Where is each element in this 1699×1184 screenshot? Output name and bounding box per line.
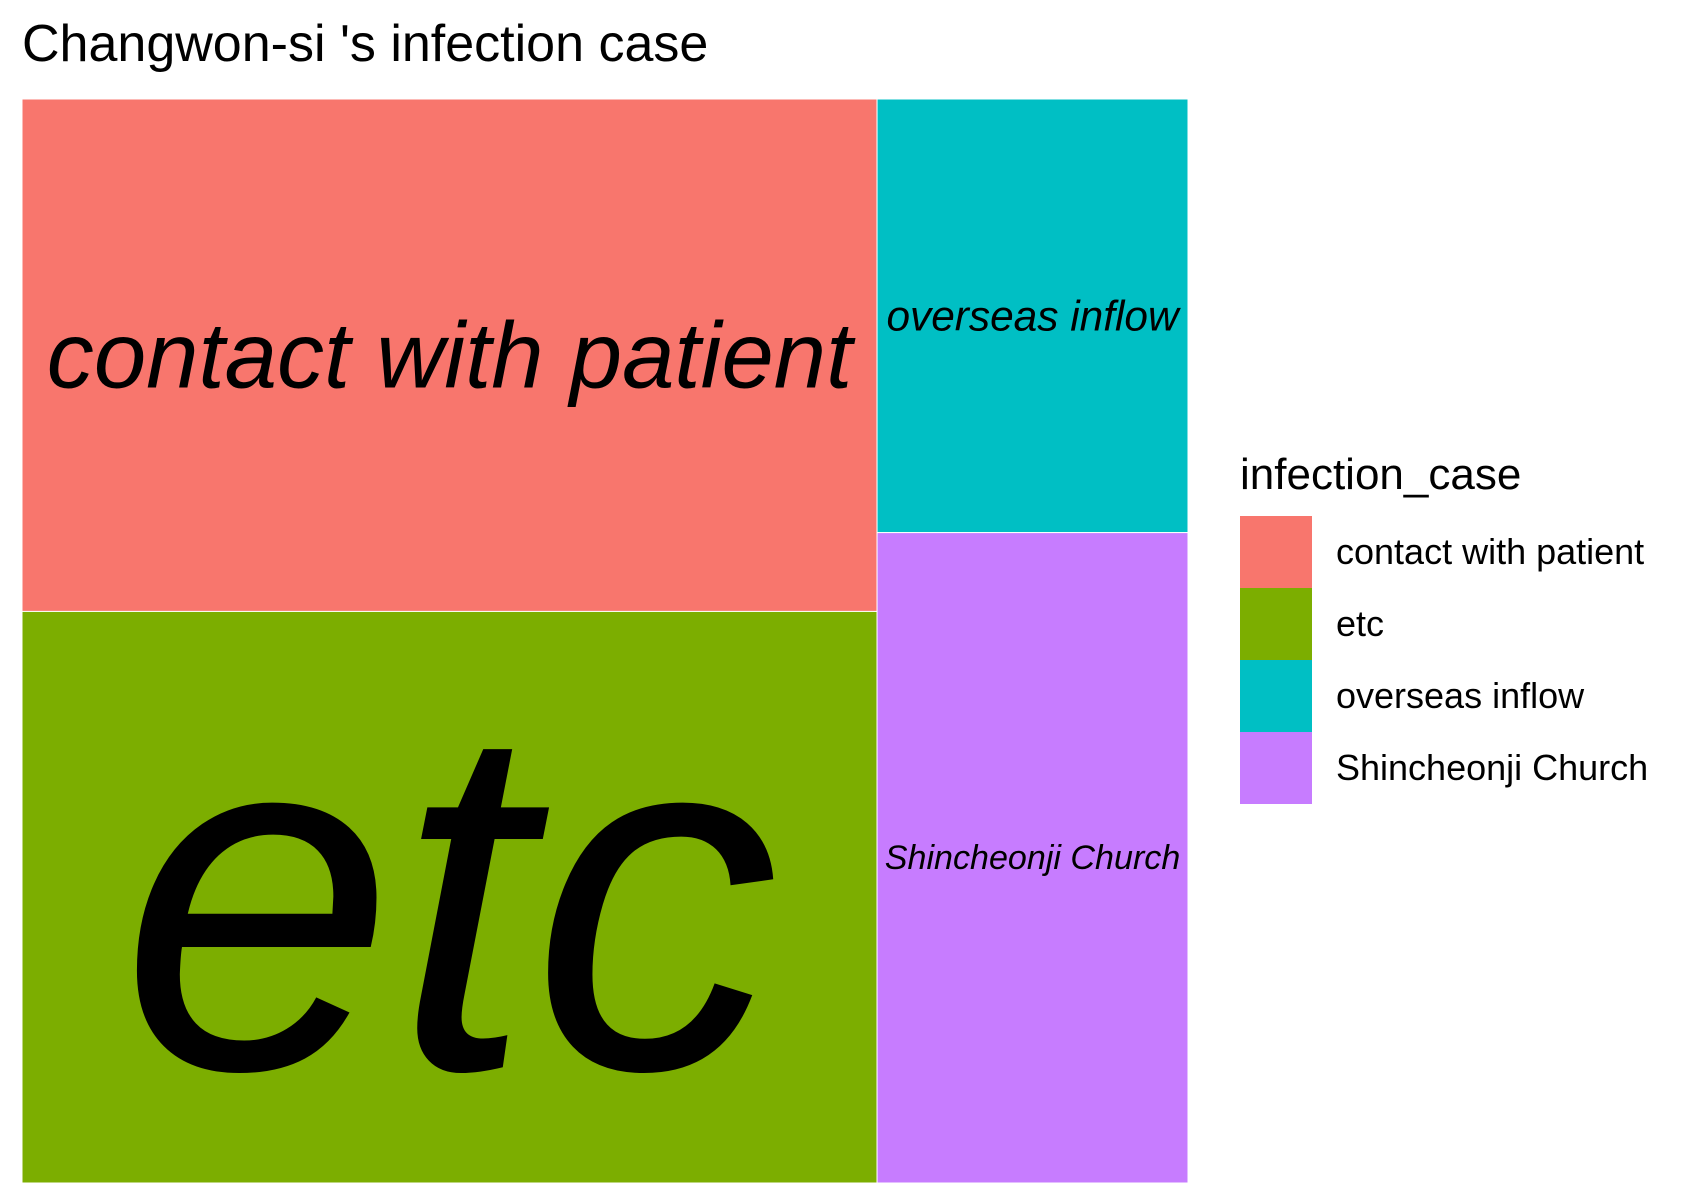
legend-swatch (1240, 660, 1312, 732)
legend-item-overseas-inflow: overseas inflow (1240, 660, 1648, 732)
tile-contact-with-patient (21, 98, 878, 612)
legend-label: overseas inflow (1336, 675, 1585, 716)
tile-etc (21, 610, 878, 1184)
tile-label-overseas-inflow: overseas inflow (886, 292, 1181, 339)
legend-item-etc: etc (1240, 588, 1648, 660)
tile-label-etc: etc (120, 621, 778, 1173)
legend-swatch (1240, 732, 1312, 804)
tile-overseas-inflow (876, 98, 1189, 534)
legend-item-shincheonji-church: Shincheonji Church (1240, 732, 1648, 804)
tile-label-shincheonji-church: Shincheonji Church (885, 839, 1181, 877)
legend-label: contact with patient (1336, 531, 1645, 572)
legend-swatch (1240, 588, 1312, 660)
tile-shincheonji-church (876, 532, 1189, 1184)
legend-title: infection_case (1240, 450, 1522, 499)
tile-label-contact-with-patient: contact with patient (47, 303, 856, 408)
legend: infection_case contact with patient etc … (1240, 450, 1648, 804)
legend-label: etc (1336, 603, 1385, 644)
legend-swatch (1240, 516, 1312, 588)
chart-title: Changwon-si 's infection case (22, 15, 709, 73)
legend-item-contact-with-patient: contact with patient (1240, 516, 1648, 588)
legend-label: Shincheonji Church (1336, 747, 1649, 788)
